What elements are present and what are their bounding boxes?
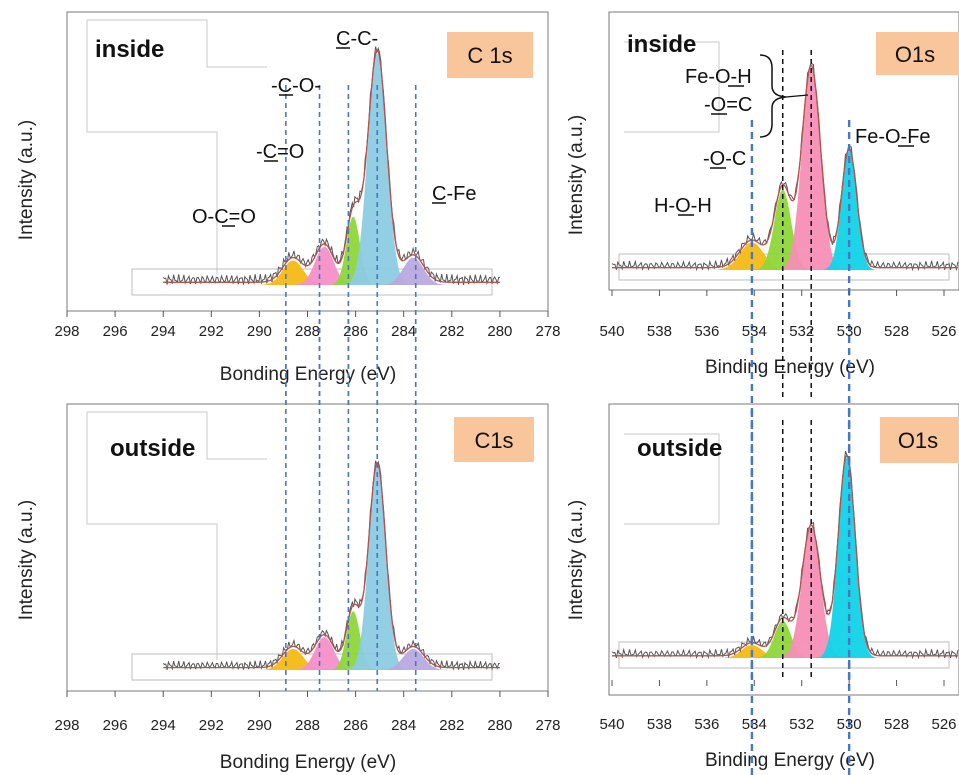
peak-label-co-single: -C-O-	[271, 75, 321, 97]
component-peak-3	[811, 457, 883, 658]
background-outline	[624, 41, 720, 133]
component-peak-1	[284, 246, 364, 285]
y-axis-label-tl: Intensity (a.u.)	[16, 120, 37, 240]
component-peak-2	[324, 611, 383, 670]
component-peak-0	[249, 260, 337, 285]
region-label-tr: inside	[627, 31, 696, 58]
region-label-bl: outside	[110, 435, 195, 462]
fit-envelope-line	[612, 64, 958, 269]
y-axis-label-tr: Intensity (a.u.)	[566, 115, 587, 235]
component-peak-3	[341, 465, 414, 670]
x-tick-label: 294	[151, 323, 176, 340]
x-tick-label: 292	[199, 717, 224, 734]
peak-label-oeqc: -O=C	[704, 94, 752, 116]
badge-text-tl: C 1s	[467, 43, 512, 68]
peak-label-hoh: H-O-H	[654, 195, 712, 217]
panel-o1s-outside: 540 538 536 534 532 530 528 526	[599, 403, 959, 733]
x-tick-label: 290	[247, 717, 272, 734]
y-axis-label-br: Intensity (a.u.)	[566, 500, 587, 620]
fit-envelope-line	[163, 462, 500, 669]
peak-label-feoh: Fe-O-H	[685, 66, 752, 88]
x-axis-label-tr: Binding Energy (eV)	[705, 357, 875, 378]
region-label-br: outside	[637, 435, 722, 462]
badge-br	[880, 417, 959, 463]
x-tick-label: 286	[343, 717, 368, 734]
x-tick-label: 526	[931, 323, 956, 340]
x-tick-label: 526	[931, 716, 956, 733]
peak-label-cc: C-C-	[336, 28, 378, 50]
region-label-tl: inside	[95, 36, 164, 63]
x-tick-label: 532	[789, 716, 814, 733]
background-outline	[86, 19, 267, 275]
x-tick-label: 534	[742, 716, 767, 733]
x-tick-label: 530	[837, 323, 862, 340]
x-tick-label: 284	[391, 323, 416, 340]
x-tick-label: 280	[487, 323, 512, 340]
background-outline	[624, 433, 720, 525]
peak-label-cfe: C-Fe	[432, 183, 476, 205]
component-peak-2	[324, 216, 383, 285]
badge-bl	[454, 417, 534, 462]
x-tick-label: 532	[789, 323, 814, 340]
raw-spectrum-line	[162, 460, 501, 671]
panel-c1s-outside: 298 296 294 292 290 288 286 284 282 280 278	[54, 310, 561, 734]
x-tick-label: 298	[54, 323, 79, 340]
x-tick-label: 296	[103, 323, 128, 340]
component-peak-1	[284, 637, 364, 670]
x-tick-label: 286	[343, 323, 368, 340]
brace-pointer	[785, 94, 809, 98]
x-tick-label: 280	[487, 717, 512, 734]
x-axis-label-br: Binding Energy (eV)	[705, 750, 875, 771]
component-peak-4	[370, 648, 457, 670]
badge-tl	[447, 32, 533, 78]
x-tick-label: 290	[247, 323, 272, 340]
x-tick-label: 534	[742, 323, 767, 340]
background-outline	[86, 411, 267, 660]
x-tick-label: 536	[694, 716, 719, 733]
component-peak-4	[370, 257, 457, 285]
y-axis-label-bl: Intensity (a.u.)	[16, 500, 37, 620]
peak-label-oco: O-C=O	[192, 206, 256, 228]
x-tick-label: 292	[199, 323, 224, 340]
x-tick-label: 296	[103, 717, 128, 734]
x-tick-label: 538	[647, 716, 672, 733]
x-tick-label: 294	[151, 717, 176, 734]
x-tick-label: 288	[295, 323, 320, 340]
x-axis-label-bl: Bonding Energy (eV)	[220, 752, 396, 773]
x-tick-label: 288	[295, 717, 320, 734]
x-tick-label: 540	[599, 323, 624, 340]
peak-label-oc: -O-C	[703, 148, 746, 170]
panel-c1s-inside: 298 296 294 292 290 288 286 284 282 280 278	[54, 11, 561, 408]
x-tick-label: 528	[884, 323, 909, 340]
x-tick-label: 282	[439, 323, 464, 340]
peak-label-feofe: Fe-O-Fe	[855, 126, 931, 148]
x-tick-label: 282	[439, 717, 464, 734]
x-axis-label-tl: Bonding Energy (eV)	[220, 364, 396, 385]
badge-text-tr: O1s	[895, 42, 935, 67]
component-peak-1	[747, 189, 819, 270]
fit-envelope-line	[163, 49, 500, 283]
raw-spectrum-line	[162, 46, 501, 286]
x-tick-label: 298	[54, 717, 79, 734]
plot-frame	[608, 11, 959, 291]
x-tick-label: 284	[391, 717, 416, 734]
component-peak-0	[249, 648, 337, 670]
peak-label-co-double: -C=O	[256, 141, 304, 163]
plot-frame	[608, 403, 959, 696]
fit-envelope-line	[612, 453, 958, 657]
badge-text-bl: C1s	[474, 428, 513, 453]
x-tick-label: 538	[647, 323, 672, 340]
x-tick-label: 536	[694, 323, 719, 340]
x-tick-label: 278	[535, 717, 560, 734]
x-tick-label: 528	[884, 716, 909, 733]
badge-tr	[876, 32, 959, 75]
x-tick-label: 278	[535, 323, 560, 340]
badge-text-br: O1s	[898, 428, 938, 453]
x-tick-label: 530	[837, 716, 862, 733]
x-tick-label: 540	[599, 716, 624, 733]
